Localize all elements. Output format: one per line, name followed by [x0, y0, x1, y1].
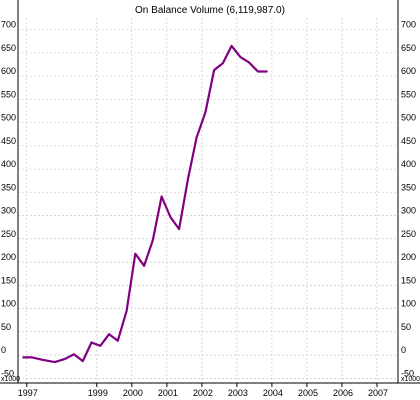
x-tick-label: 2003: [228, 388, 248, 398]
y-tick-label-left: 100: [1, 299, 16, 309]
x-tick-label: 1999: [88, 388, 108, 398]
y-tick-label-right: 0: [401, 345, 406, 355]
y-tick-label-right: 550: [401, 89, 416, 99]
y-tick-label-left: 550: [1, 89, 16, 99]
y-tick-label-left: 150: [1, 275, 16, 285]
y-tick-label-right: 50: [401, 322, 411, 332]
y-tick-label-left: 650: [1, 43, 16, 53]
tick-labels: -50 -50 0 0 50 50 100 100 150 150 200 200 250 250 300 3…: [1, 20, 420, 398]
y-tick-label-right: -50: [401, 368, 414, 378]
y-tick-label-left: 300: [1, 206, 16, 216]
y-tick-label-left: 50: [1, 322, 11, 332]
y-tick-label-left: 0: [1, 345, 6, 355]
y-tick-label-left: 400: [1, 159, 16, 169]
y-tick-label-right: 700: [401, 20, 416, 30]
unit-label-right: x1000: [401, 376, 420, 383]
y-tick-label-right: 100: [401, 299, 416, 309]
y-tick-label-right: 450: [401, 136, 416, 146]
x-tick-label: 1997: [18, 388, 38, 398]
x-tick-label: 2000: [123, 388, 143, 398]
x-tick-label: 2007: [368, 388, 388, 398]
y-tick-label-left: 250: [1, 229, 16, 239]
x-tick-label: 2005: [298, 388, 318, 398]
series-line: [22, 44, 268, 364]
y-tick-label-right: 150: [401, 275, 416, 285]
x-tick-label: 2004: [263, 388, 283, 398]
y-tick-label-right: 650: [401, 43, 416, 53]
y-tick-label-right: 300: [401, 206, 416, 216]
y-tick-label-right: 400: [401, 159, 416, 169]
y-tick-label-left: -50: [1, 368, 14, 378]
y-tick-label-right: 500: [401, 113, 416, 123]
y-tick-label-left: 600: [1, 66, 16, 76]
y-tick-label-left: 700: [1, 20, 16, 30]
y-tick-label-left: 200: [1, 252, 16, 262]
y-tick-label-left: 450: [1, 136, 16, 146]
y-tick-label-right: 200: [401, 252, 416, 262]
axes: [0, 0, 420, 387]
y-tick-label-left: 350: [1, 182, 16, 192]
x-tick-label: 2001: [158, 388, 178, 398]
y-tick-label-right: 350: [401, 182, 416, 192]
x-tick-label: 2006: [333, 388, 353, 398]
unit-label-left: x1000: [1, 376, 20, 383]
grid: [18, 18, 398, 383]
x-tick-label: 2002: [193, 388, 213, 398]
y-tick-label-right: 600: [401, 66, 416, 76]
y-tick-label-left: 500: [1, 113, 16, 123]
chart-title: On Balance Volume (6,119,987.0): [135, 5, 285, 16]
y-tick-label-right: 250: [401, 229, 416, 239]
